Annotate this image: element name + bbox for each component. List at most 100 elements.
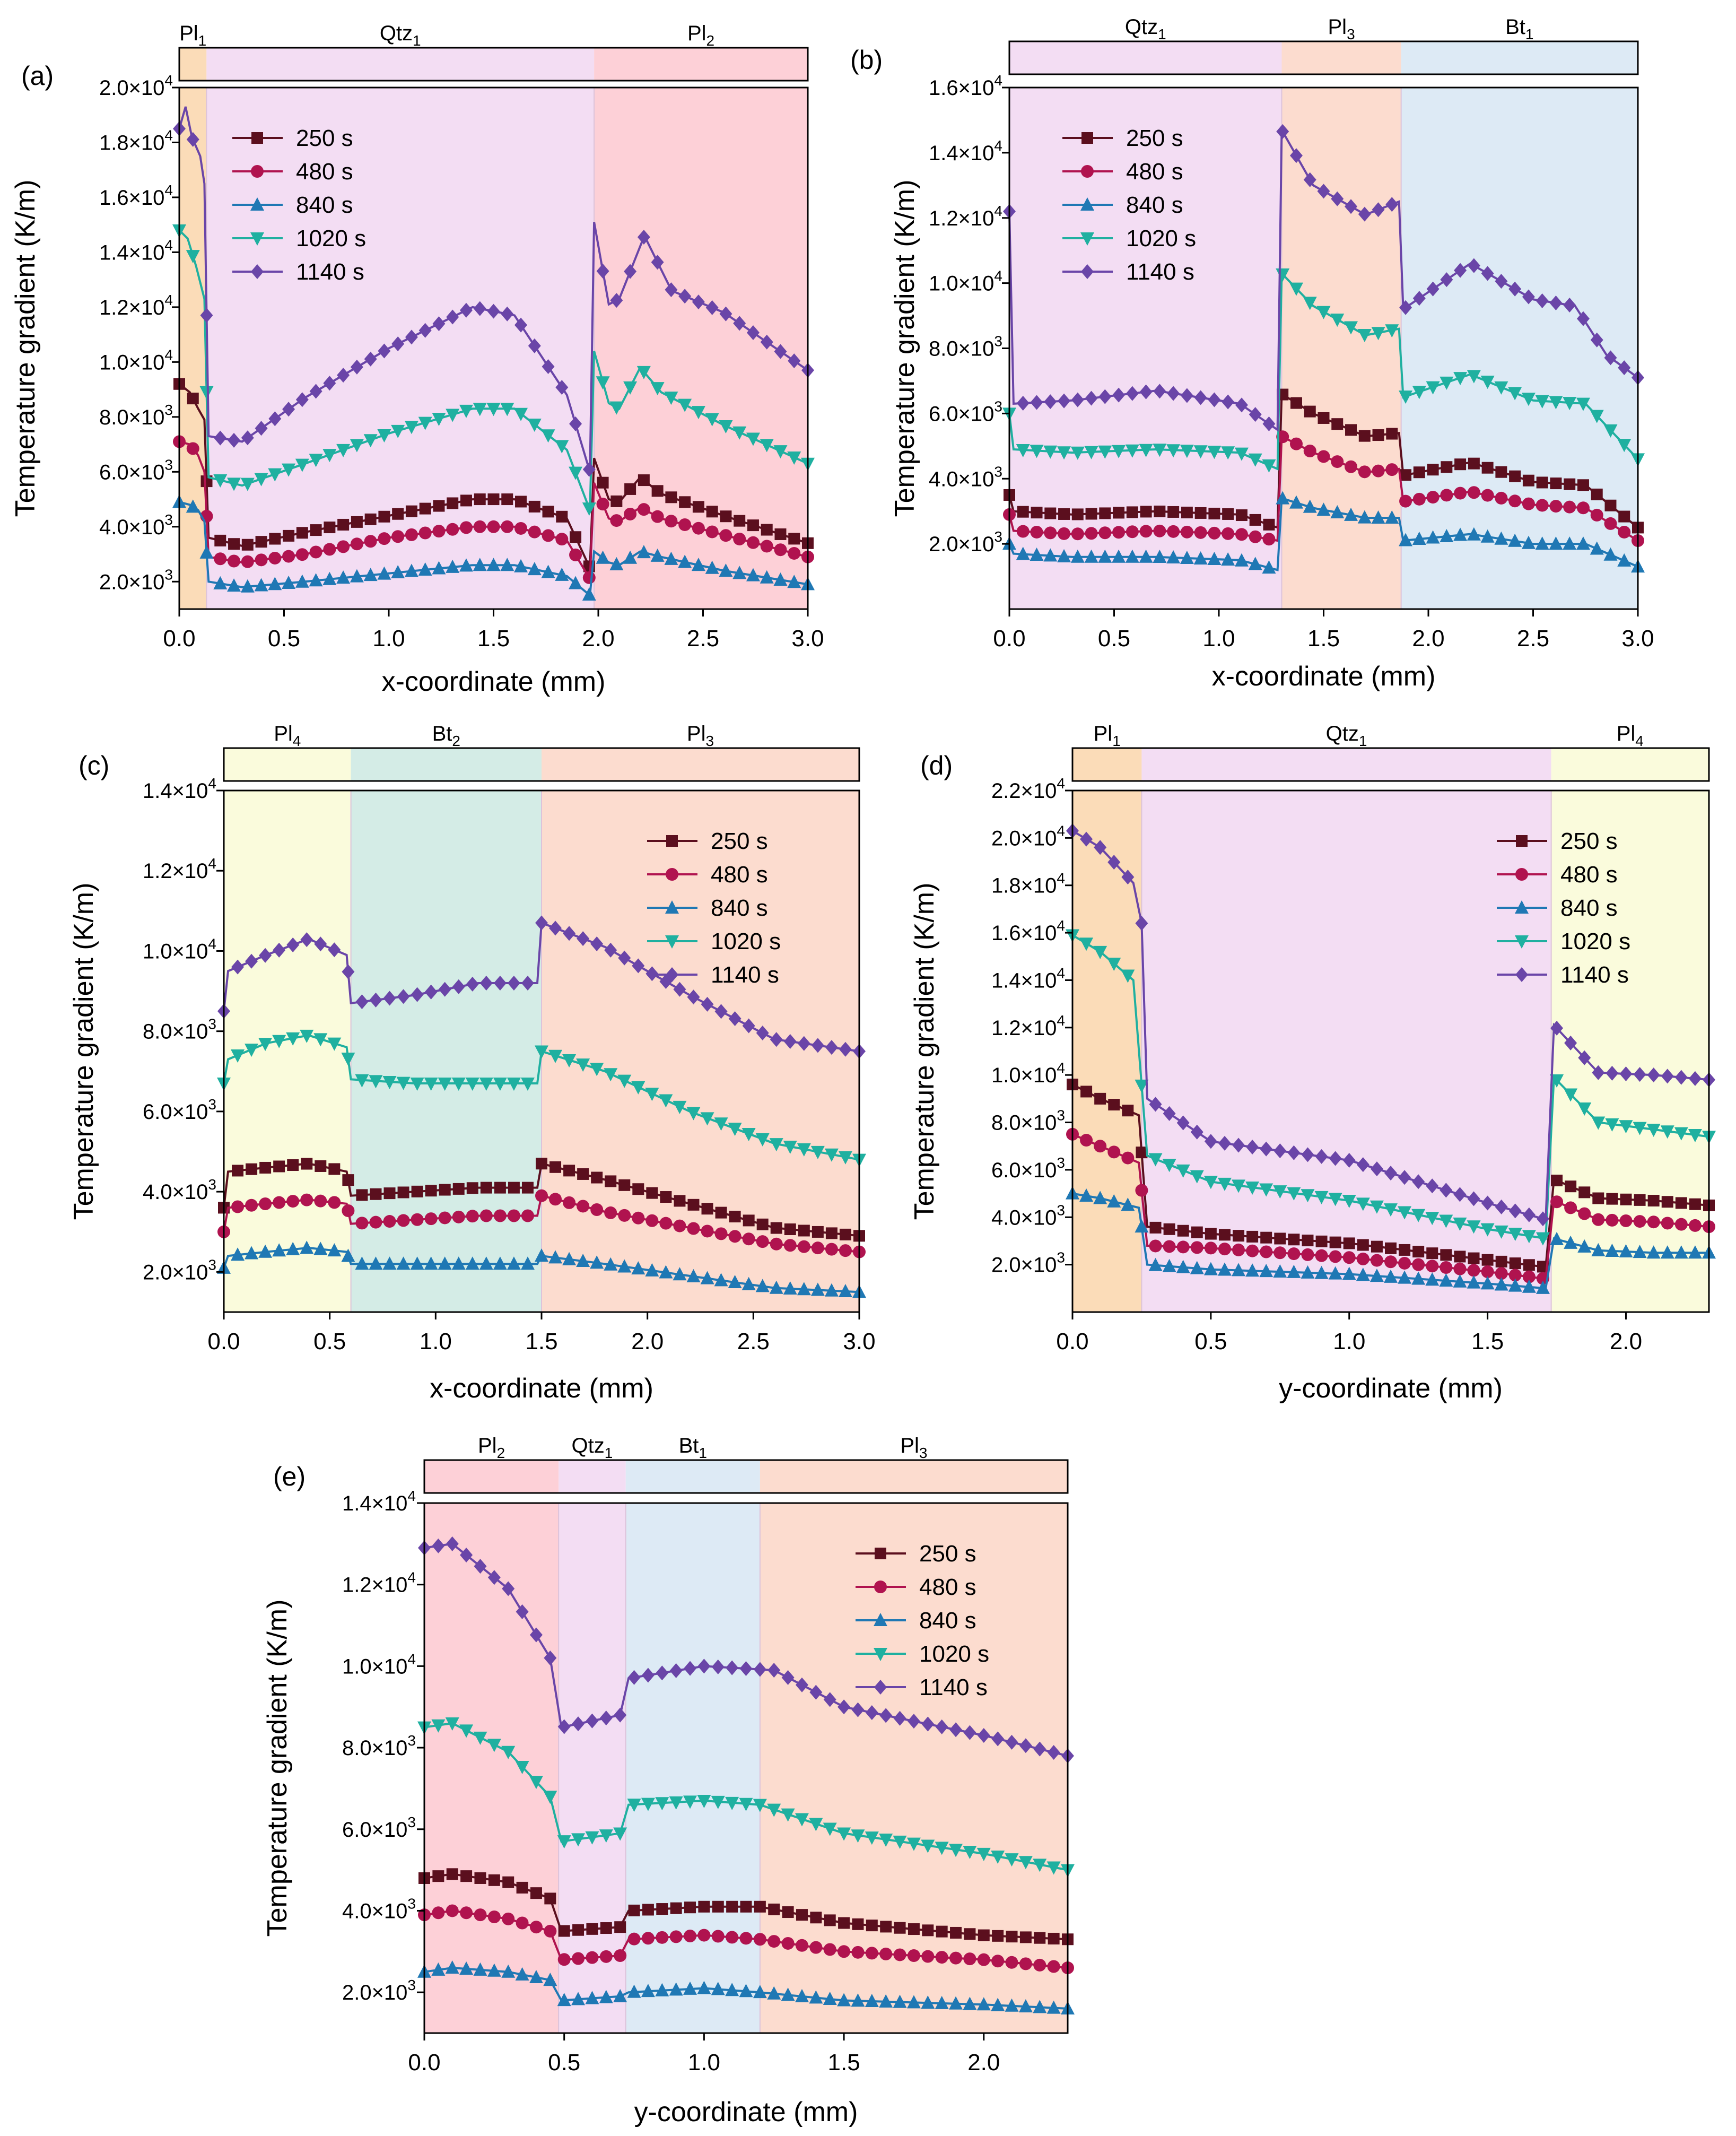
data-point bbox=[1633, 1122, 1647, 1135]
region-bg-Pl3 bbox=[1281, 88, 1401, 609]
data-point bbox=[473, 520, 486, 533]
data-point bbox=[1357, 328, 1372, 342]
legend-marker bbox=[665, 900, 679, 914]
data-point bbox=[1494, 1277, 1508, 1291]
data-point bbox=[563, 926, 576, 941]
data-point bbox=[673, 1219, 686, 1232]
data-point bbox=[1385, 197, 1399, 212]
data-point bbox=[1218, 1229, 1231, 1241]
data-point bbox=[1289, 148, 1303, 163]
data-point bbox=[1549, 396, 1563, 410]
data-point bbox=[1318, 412, 1330, 424]
data-point bbox=[286, 1032, 300, 1046]
data-point bbox=[1058, 508, 1070, 520]
data-point bbox=[1139, 549, 1153, 563]
region-bar-Bt1 bbox=[1401, 41, 1638, 74]
data-point bbox=[1563, 500, 1576, 514]
data-point bbox=[1302, 1235, 1314, 1247]
data-point bbox=[572, 1716, 585, 1732]
data-point bbox=[728, 1011, 741, 1026]
data-point bbox=[1301, 1147, 1314, 1162]
data-point bbox=[1661, 1217, 1674, 1230]
data-point bbox=[600, 1922, 612, 1934]
data-point bbox=[1232, 1243, 1245, 1256]
data-point bbox=[246, 1163, 258, 1175]
legend-marker bbox=[666, 967, 678, 982]
y-tick-label: 4.0×103 bbox=[991, 1202, 1065, 1229]
data-point bbox=[659, 1094, 673, 1108]
data-point bbox=[1633, 1245, 1647, 1258]
data-point bbox=[742, 1232, 755, 1246]
data-point bbox=[295, 392, 309, 407]
region-bar-Pl3 bbox=[542, 748, 859, 781]
data-point bbox=[1125, 444, 1139, 458]
data-point bbox=[669, 1930, 683, 1943]
data-point bbox=[641, 1984, 655, 1998]
data-point bbox=[514, 407, 528, 421]
data-point bbox=[1301, 1189, 1315, 1203]
data-point bbox=[1232, 1263, 1246, 1277]
data-point bbox=[258, 1244, 273, 1258]
data-point bbox=[1521, 535, 1536, 549]
legend-label: 480 s bbox=[1126, 159, 1183, 185]
data-point bbox=[614, 1949, 627, 1962]
region-bar-Pl4 bbox=[224, 748, 351, 781]
data-point bbox=[460, 1870, 473, 1882]
legend-marker bbox=[1081, 132, 1093, 144]
data-point bbox=[1425, 1212, 1440, 1226]
legend-item: 480 s bbox=[232, 159, 353, 185]
region-bar-Pl1 bbox=[1072, 748, 1142, 781]
data-point bbox=[740, 1900, 752, 1913]
data-point bbox=[1047, 1745, 1060, 1760]
data-point bbox=[502, 1912, 515, 1925]
data-point bbox=[743, 1214, 755, 1227]
data-point bbox=[631, 1261, 645, 1275]
data-point bbox=[756, 1218, 769, 1230]
y-tick-label: 1.0×104 bbox=[143, 935, 216, 963]
y-tick-label: 6.0×103 bbox=[929, 398, 1002, 426]
data-point bbox=[1495, 491, 1508, 505]
data-point bbox=[664, 392, 678, 405]
data-point bbox=[641, 1798, 655, 1811]
data-point bbox=[405, 329, 418, 345]
data-point bbox=[604, 942, 617, 958]
y-tick-label: 1.8×104 bbox=[99, 127, 173, 154]
data-point bbox=[1412, 1174, 1425, 1189]
data-point bbox=[514, 317, 528, 333]
data-point bbox=[1217, 1262, 1232, 1276]
x-tick-label: 1.0 bbox=[1333, 1329, 1365, 1354]
legend-marker bbox=[874, 1648, 887, 1661]
data-point bbox=[355, 1074, 369, 1088]
data-point bbox=[1030, 547, 1044, 561]
data-point bbox=[1016, 546, 1030, 560]
data-point bbox=[1590, 332, 1603, 348]
data-point bbox=[1331, 455, 1344, 468]
data-point bbox=[405, 528, 418, 541]
region-bg-Qtz1 bbox=[1009, 88, 1282, 609]
data-point bbox=[378, 510, 390, 523]
data-point bbox=[487, 1910, 501, 1923]
data-point bbox=[705, 413, 719, 427]
data-point bbox=[1619, 1244, 1633, 1258]
data-point bbox=[839, 1228, 851, 1240]
data-point bbox=[227, 578, 241, 592]
data-point bbox=[480, 1182, 492, 1194]
data-point bbox=[837, 1993, 851, 2007]
data-point bbox=[350, 359, 363, 375]
data-point bbox=[1617, 553, 1632, 567]
data-point bbox=[493, 1256, 507, 1270]
data-point bbox=[935, 1842, 949, 1855]
data-point bbox=[1107, 958, 1121, 971]
data-point bbox=[976, 1847, 991, 1861]
data-point bbox=[1329, 1151, 1342, 1166]
data-point bbox=[852, 1918, 864, 1930]
legend-item: 1020 s bbox=[232, 225, 366, 251]
data-point bbox=[572, 1924, 585, 1936]
data-point bbox=[1071, 527, 1084, 541]
data-point bbox=[1085, 508, 1097, 520]
data-point bbox=[691, 406, 705, 420]
data-point bbox=[493, 1209, 507, 1222]
data-point bbox=[1249, 407, 1262, 422]
data-point bbox=[624, 264, 637, 279]
data-point bbox=[1093, 1191, 1107, 1204]
